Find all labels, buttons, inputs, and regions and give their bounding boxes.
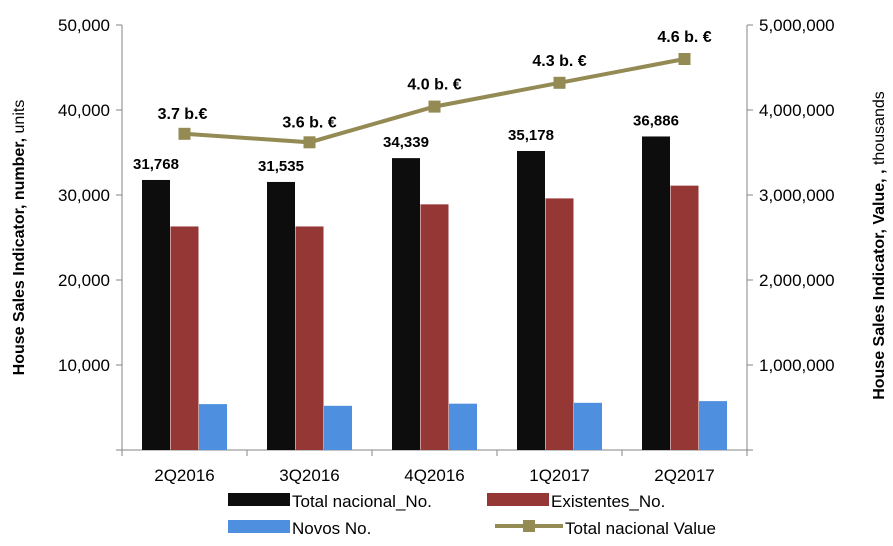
bar bbox=[574, 402, 602, 450]
legend-swatch bbox=[228, 520, 290, 533]
line-marker bbox=[428, 100, 441, 113]
legend-swatch bbox=[228, 493, 290, 506]
bar-data-label: 31,535 bbox=[258, 158, 304, 175]
line-data-label: 4.3 b. € bbox=[532, 53, 586, 70]
bar bbox=[170, 226, 199, 450]
line-marker bbox=[678, 53, 691, 65]
bar-data-label: 34,339 bbox=[383, 134, 429, 151]
left-axis-title-bold: House Sales Indicator, number, bbox=[11, 138, 28, 375]
line-data-label: 3.6 b. € bbox=[282, 114, 336, 131]
data-labels: 31,768 31,535 34,339 35,178 36,886 3.7 b.€ 3.6… bbox=[133, 29, 712, 175]
bar bbox=[642, 136, 670, 450]
bar bbox=[670, 185, 699, 450]
bars bbox=[142, 136, 727, 451]
bar-data-label: 35,178 bbox=[508, 127, 554, 144]
right-axis-title: House Sales Indicator, Value, , thousand… bbox=[871, 91, 888, 400]
x-tick-label: 3Q2016 bbox=[279, 466, 340, 485]
bar-data-label: 36,886 bbox=[633, 112, 679, 129]
axes: 10,000 20,000 30,000 40,000 50,000 1,000,000 2… bbox=[11, 16, 888, 485]
right-tick-label: 4,000,000 bbox=[759, 101, 835, 120]
right-tick-label: 5,000,000 bbox=[759, 16, 835, 35]
legend-label: Total nacional_No. bbox=[292, 492, 432, 511]
right-tick-label: 3,000,000 bbox=[759, 186, 835, 205]
legend-swatch bbox=[487, 493, 549, 506]
right-axis-title-rest: thousands bbox=[871, 91, 888, 169]
left-tick-label: 30,000 bbox=[58, 186, 110, 205]
x-tick-label: 2Q2016 bbox=[154, 466, 215, 485]
bar bbox=[517, 150, 545, 450]
bar bbox=[199, 404, 227, 450]
bar bbox=[324, 405, 352, 450]
bar bbox=[142, 179, 170, 451]
line-marker bbox=[553, 76, 566, 89]
left-tick-label: 10,000 bbox=[58, 356, 110, 375]
legend-marker bbox=[523, 520, 535, 532]
legend: Total nacional_No. Existentes_No. Novos No… bbox=[228, 492, 716, 538]
right-tick-label: 2,000,000 bbox=[759, 271, 835, 290]
line-marker bbox=[178, 127, 191, 140]
left-axis-title: House Sales Indicator, number, units bbox=[11, 100, 28, 376]
x-tick-label: 1Q2017 bbox=[529, 466, 590, 485]
left-tick-label: 50,000 bbox=[58, 16, 110, 35]
left-tick-label: 40,000 bbox=[58, 101, 110, 120]
x-tick-label: 4Q2016 bbox=[404, 466, 465, 485]
legend-label: Existentes_No. bbox=[551, 492, 665, 511]
right-axis-title-bold: House Sales Indicator, Value, , bbox=[871, 169, 888, 399]
bar bbox=[420, 204, 449, 450]
line-marker bbox=[303, 136, 316, 149]
bar bbox=[449, 403, 477, 450]
left-axis-title-rest: units bbox=[11, 100, 28, 138]
line-data-label: 4.6 b. € bbox=[657, 29, 711, 46]
value-line bbox=[178, 53, 691, 149]
legend-label: Total nacional Value bbox=[565, 519, 716, 538]
bar bbox=[699, 401, 727, 450]
x-tick-label: 2Q2017 bbox=[654, 466, 715, 485]
bar bbox=[267, 181, 295, 450]
right-tick-label: 1,000,000 bbox=[759, 356, 835, 375]
bar bbox=[392, 158, 420, 450]
line-data-label: 4.0 b. € bbox=[407, 77, 461, 94]
legend-label: Novos No. bbox=[292, 519, 371, 538]
left-tick-label: 20,000 bbox=[58, 271, 110, 290]
bar-data-label: 31,768 bbox=[133, 156, 179, 173]
bar bbox=[545, 198, 574, 450]
line-data-label: 3.7 b.€ bbox=[158, 106, 208, 123]
bar bbox=[295, 226, 324, 450]
